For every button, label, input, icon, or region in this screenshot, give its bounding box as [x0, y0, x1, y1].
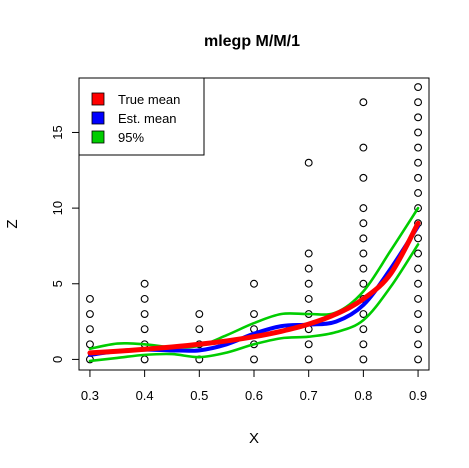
data-point — [414, 355, 423, 364]
data-point — [359, 204, 368, 213]
data-point — [359, 234, 368, 243]
data-point — [250, 279, 258, 288]
data-points — [85, 83, 423, 364]
data-point — [140, 279, 149, 288]
y-tick-label: 15 — [50, 125, 65, 139]
data-point — [359, 264, 368, 273]
data-point — [414, 98, 423, 107]
legend-label: True mean — [118, 92, 180, 107]
legend-label: 95% — [118, 130, 144, 145]
data-point — [414, 325, 423, 334]
x-tick-label: 0.5 — [190, 388, 208, 403]
legend-swatch — [91, 111, 105, 125]
data-point — [140, 294, 149, 303]
data-point — [359, 143, 368, 152]
data-point — [250, 355, 258, 364]
data-point — [359, 279, 368, 288]
legend-swatch — [91, 130, 105, 144]
x-tick-label: 0.6 — [245, 388, 263, 403]
legend-swatch — [91, 92, 105, 106]
true-mean-line — [87, 220, 421, 356]
legend: True mean Est. mean 95% — [78, 77, 205, 156]
data-point — [414, 249, 423, 258]
data-point — [359, 249, 368, 258]
data-point — [140, 310, 149, 318]
y-axis-label: Z — [4, 219, 21, 228]
x-axis-label: X — [249, 430, 259, 447]
data-point — [414, 83, 423, 92]
y-tick-label: 5 — [50, 280, 65, 287]
data-point — [304, 294, 313, 303]
x-tick-label: 0.7 — [300, 388, 318, 403]
data-point — [304, 279, 313, 288]
series-lines — [87, 206, 421, 363]
data-point — [304, 264, 313, 273]
data-point — [85, 294, 94, 303]
x-tick-label: 0.9 — [409, 388, 427, 403]
data-point — [414, 264, 423, 273]
data-point — [414, 234, 423, 243]
data-point — [85, 340, 94, 349]
data-point — [414, 204, 423, 213]
data-point — [359, 219, 368, 228]
data-point — [359, 310, 368, 318]
data-point — [359, 340, 368, 349]
data-point — [359, 355, 368, 364]
data-point — [85, 325, 94, 334]
chart-title: mlegp M/M/1 — [204, 33, 300, 50]
data-point — [359, 173, 368, 182]
data-point — [195, 310, 204, 318]
y-tick-label: 0 — [50, 356, 65, 363]
x-tick-label: 0.4 — [136, 388, 154, 403]
data-point — [414, 143, 423, 152]
data-point — [359, 98, 368, 107]
y-axis: 0 5 10 15 — [50, 125, 79, 363]
ci-95-line — [88, 243, 420, 363]
legend-label: Est. mean — [118, 111, 177, 126]
data-point — [414, 113, 423, 122]
data-point — [414, 158, 423, 167]
x-tick-label: 0.3 — [81, 388, 99, 403]
data-point — [359, 325, 368, 334]
data-point — [414, 279, 423, 288]
ci-95-line — [88, 206, 420, 351]
data-point — [195, 325, 204, 334]
x-axis: 0.3 0.4 0.5 0.6 0.7 0.8 0.9 — [81, 370, 427, 403]
data-point — [414, 189, 423, 197]
data-point — [85, 310, 94, 318]
data-point — [140, 325, 149, 334]
data-point — [304, 340, 313, 349]
data-point — [304, 249, 313, 258]
data-point — [304, 158, 313, 167]
data-point — [140, 355, 149, 364]
data-point — [414, 173, 423, 182]
x-tick-label: 0.8 — [354, 388, 372, 403]
data-point — [414, 340, 423, 349]
data-point — [414, 310, 423, 318]
data-point — [304, 355, 313, 364]
y-tick-label: 10 — [50, 201, 65, 215]
data-point — [414, 128, 423, 137]
data-point — [250, 310, 258, 318]
data-point — [414, 294, 423, 303]
